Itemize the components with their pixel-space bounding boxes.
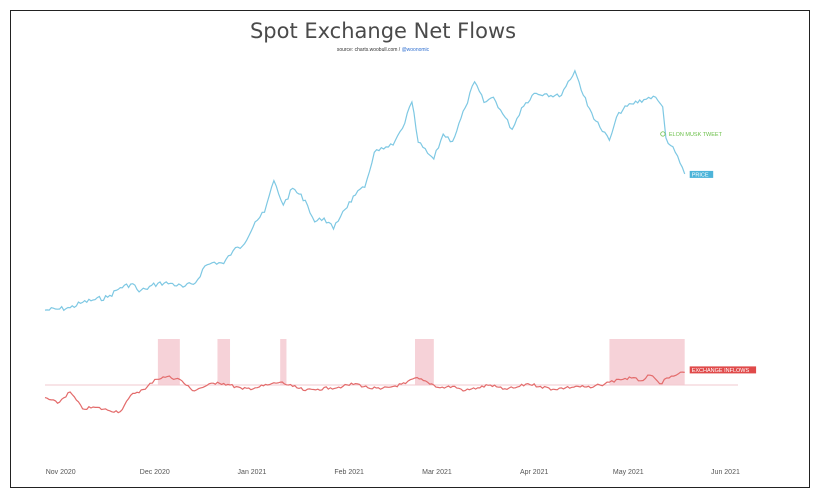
series-label-bg <box>689 170 714 178</box>
x-tick-label: Mar 2021 <box>422 469 452 476</box>
chart-annotations: ELON MUSK TWEET <box>660 131 723 138</box>
chart-source: source: charts.woobull.com / @woonomic <box>337 47 430 53</box>
chart-source-handle[interactable]: @woonomic <box>402 47 430 53</box>
chart-source-prefix: source: charts.woobull.com / <box>337 47 402 53</box>
exchange-inflows-line <box>44 371 685 414</box>
series-label: EXCHANGE INFLOWS <box>692 368 750 374</box>
x-tick-label: Dec 2020 <box>140 469 170 476</box>
series-labels: PRICE EXCHANGE INFLOWS <box>689 170 757 374</box>
annotation-label: ELON MUSK TWEET <box>669 132 723 138</box>
chart-title: Spot Exchange Net Flows <box>250 19 516 43</box>
annotation-marker <box>660 131 666 137</box>
inflow-highlight-2 <box>217 339 231 385</box>
x-tick-label: Jun 2021 <box>711 469 740 476</box>
inflow-highlight-4 <box>415 339 434 385</box>
x-tick-label: Apr 2021 <box>520 469 549 476</box>
x-axis-ticks: Nov 2020 Dec 2020 Jan 2021 Feb 2021 Mar 2021… <box>46 469 740 476</box>
spot-exchange-net-flows-chart: Spot Exchange Net Flows source: charts.w… <box>44 19 757 476</box>
series-label: PRICE <box>692 173 709 179</box>
price-line <box>44 69 686 312</box>
series-label-bg <box>689 366 757 374</box>
chart-frame: Spot Exchange Net Flows source: charts.w… <box>10 10 810 488</box>
x-tick-label: Nov 2020 <box>46 469 76 476</box>
inflow-highlight-periods <box>157 339 685 385</box>
inflow-highlight-3 <box>280 339 287 385</box>
inflow-highlight-5 <box>609 339 685 385</box>
x-tick-label: Jan 2021 <box>238 469 267 476</box>
x-tick-label: May 2021 <box>613 469 644 476</box>
inflow-highlight-1 <box>157 339 180 385</box>
x-tick-label: Feb 2021 <box>334 469 364 476</box>
